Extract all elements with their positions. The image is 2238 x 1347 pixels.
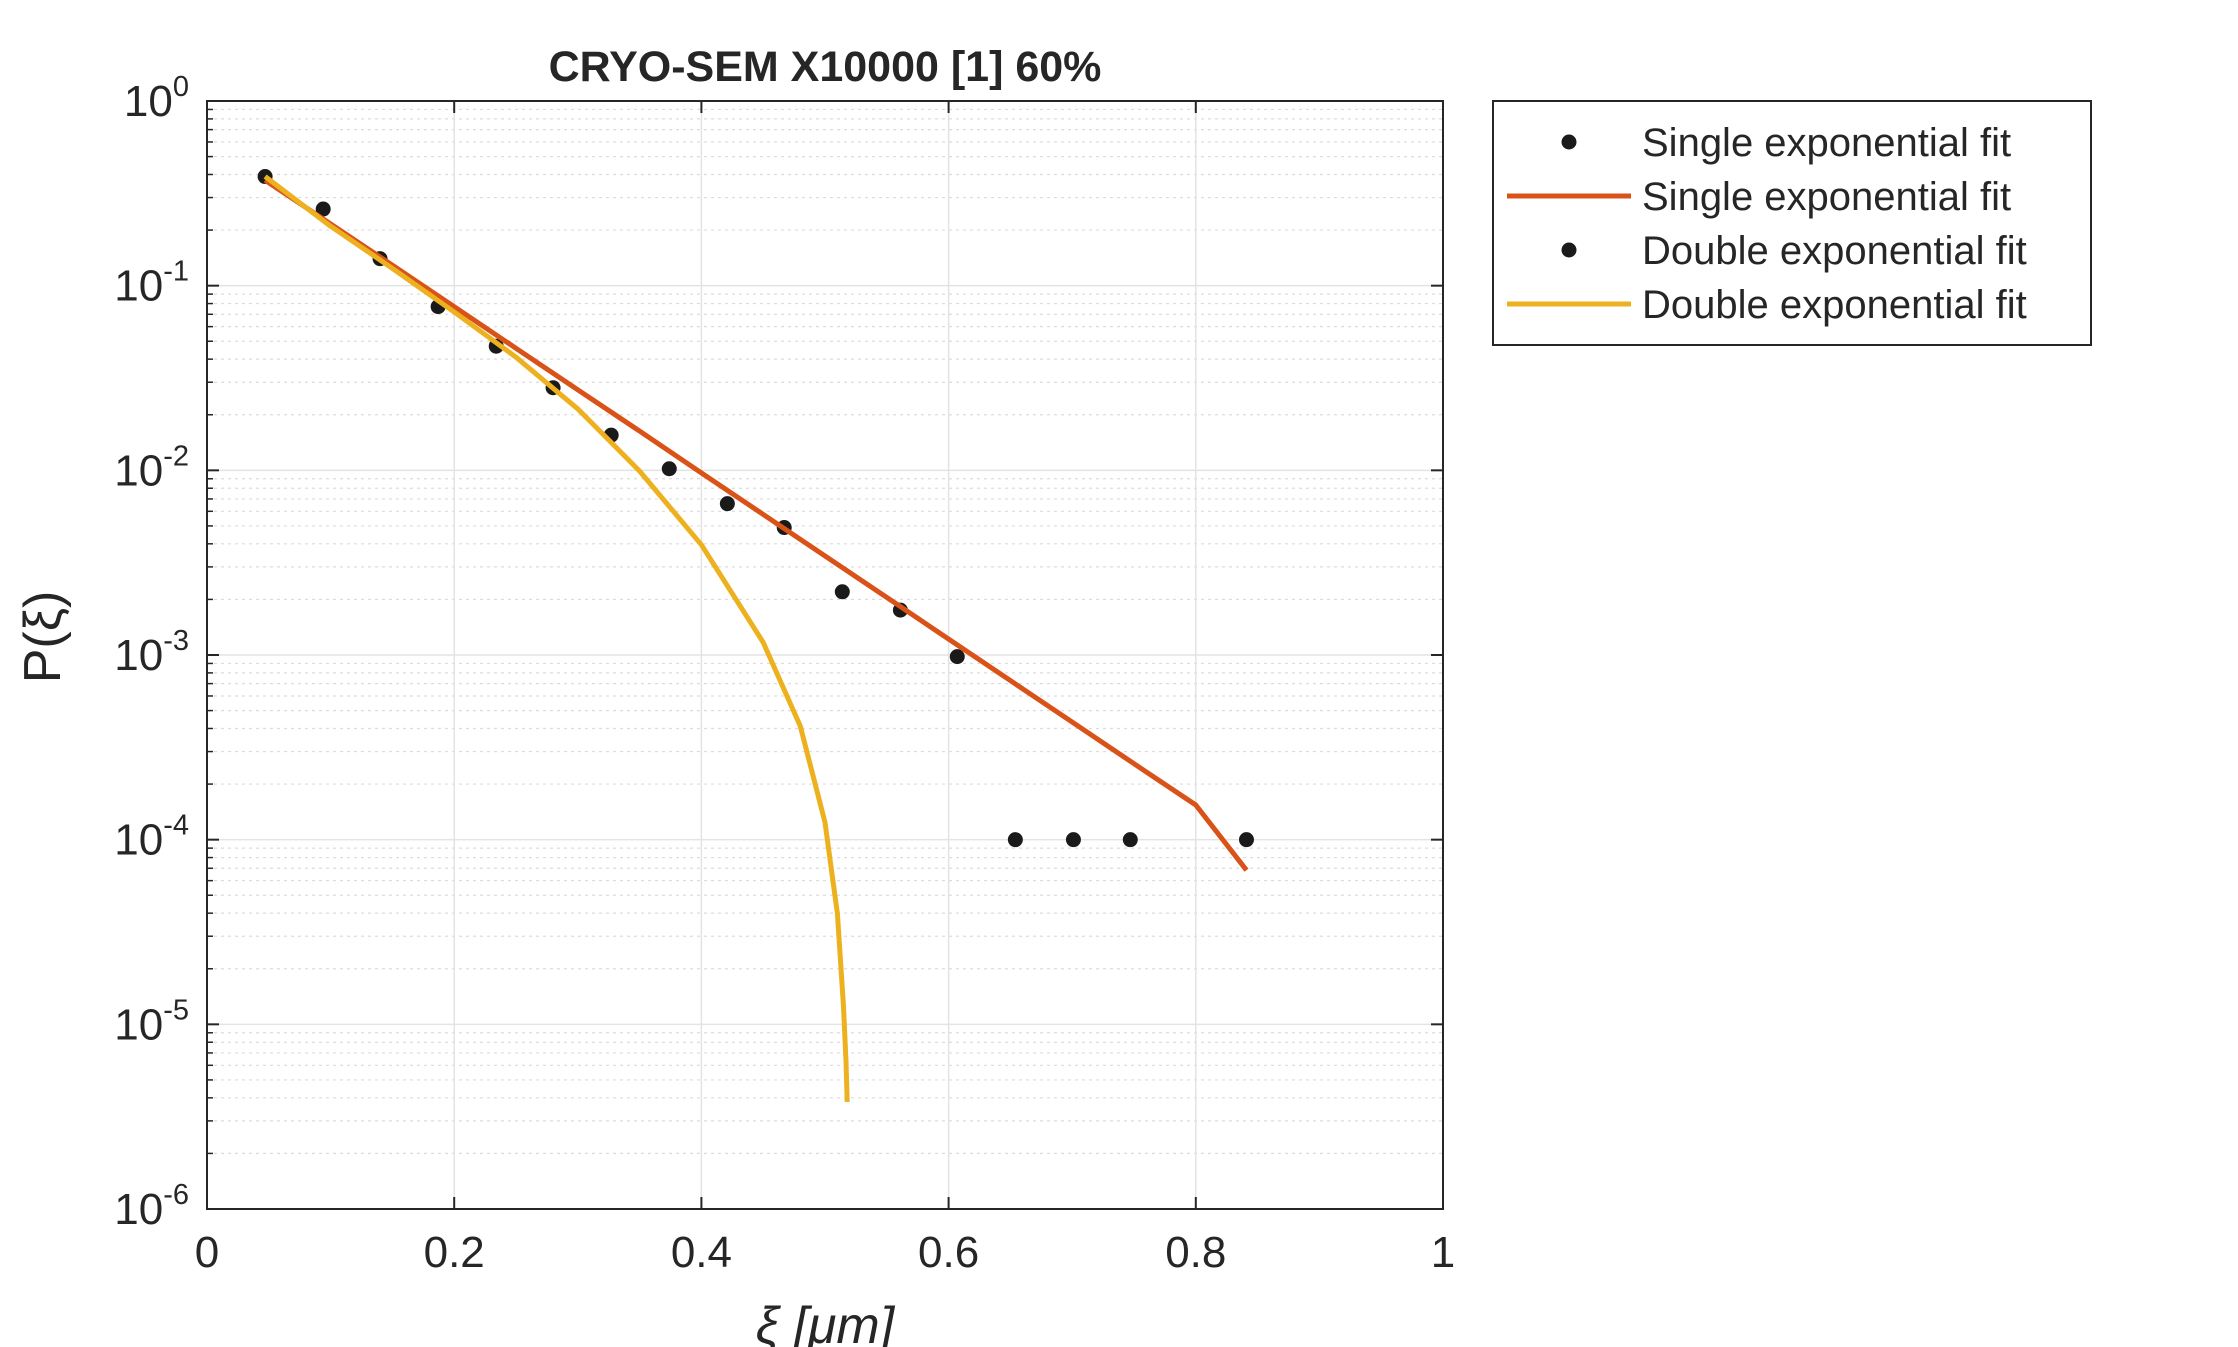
- data-point: [1065, 832, 1081, 848]
- series-line-1: [263, 178, 1249, 872]
- y-tick-exponent: -5: [163, 994, 189, 1026]
- legend-entry: Double exponential fit: [1507, 283, 2027, 327]
- x-tick-label: 0.6: [918, 1228, 979, 1277]
- y-tick-label: 10-2: [114, 440, 189, 495]
- legend-marker-swatch: [1561, 242, 1577, 258]
- y-tick-base: 10: [114, 1000, 163, 1049]
- data-point: [834, 584, 850, 600]
- chart-title: CRYO-SEM X10000 [1] 60%: [549, 43, 1102, 91]
- y-tick-exponent: 0: [173, 71, 189, 103]
- series-layer: [257, 169, 1254, 1102]
- legend-label: Double exponential fit: [1642, 283, 2027, 327]
- y-tick-exponent: -6: [163, 1179, 189, 1211]
- y-tick-base: 10: [114, 446, 163, 495]
- y-tick-base: 10: [114, 816, 163, 865]
- x-tick-label: 0: [195, 1228, 219, 1277]
- y-tick-exponent: -1: [163, 256, 189, 288]
- x-tick-labels: 0 0.2 0.4 0.6 0.8 1: [195, 1228, 1455, 1277]
- y-tick-label: 10-4: [114, 810, 189, 865]
- minor-grid: [207, 108, 1443, 1155]
- y-tick-base: 10: [114, 631, 163, 680]
- series-line-3: [263, 174, 850, 1102]
- y-tick-exponent: -4: [163, 810, 189, 842]
- y-tick-exponent: -2: [163, 440, 189, 472]
- y-tick-label: 10-1: [114, 256, 189, 311]
- legend-entry: Single exponential fit: [1507, 175, 2011, 219]
- x-tick-label: 0.4: [671, 1228, 732, 1277]
- y-tick-base: 10: [124, 77, 173, 126]
- legend[interactable]: Single exponential fit Single exponential…: [1492, 100, 2092, 346]
- axis-ticks: [206, 100, 1444, 1210]
- data-point: [661, 461, 677, 477]
- data-point: [719, 496, 735, 512]
- y-tick-label: 10-5: [114, 994, 189, 1049]
- y-tick-exponent: -3: [163, 625, 189, 657]
- legend-marker-swatch: [1561, 134, 1577, 150]
- y-tick-label: 10-3: [114, 625, 189, 680]
- x-tick-label: 0.2: [424, 1228, 485, 1277]
- y-tick-base: 10: [114, 1185, 163, 1234]
- data-point: [315, 201, 331, 217]
- legend-label: Single exponential fit: [1642, 121, 2011, 165]
- legend-entries: Single exponential fit Single exponential…: [1507, 121, 2027, 327]
- data-point: [1238, 832, 1254, 848]
- x-tick-label: 0.8: [1165, 1228, 1226, 1277]
- y-tick-base: 10: [114, 262, 163, 311]
- data-point: [949, 649, 965, 665]
- x-axis-label: ξ [μm]: [756, 1297, 896, 1347]
- legend-label: Single exponential fit: [1642, 175, 2011, 219]
- y-tick-label: 10-6: [114, 1179, 189, 1234]
- data-point: [1007, 832, 1023, 848]
- legend-label: Double exponential fit: [1642, 229, 2027, 273]
- data-point: [1122, 832, 1138, 848]
- x-tick-label: 1: [1431, 1228, 1455, 1277]
- legend-entry: Double exponential fit: [1561, 229, 2027, 273]
- y-axis-label: P(ξ): [14, 591, 72, 684]
- y-tick-label: 100: [124, 71, 189, 126]
- legend-entry: Single exponential fit: [1561, 121, 2011, 165]
